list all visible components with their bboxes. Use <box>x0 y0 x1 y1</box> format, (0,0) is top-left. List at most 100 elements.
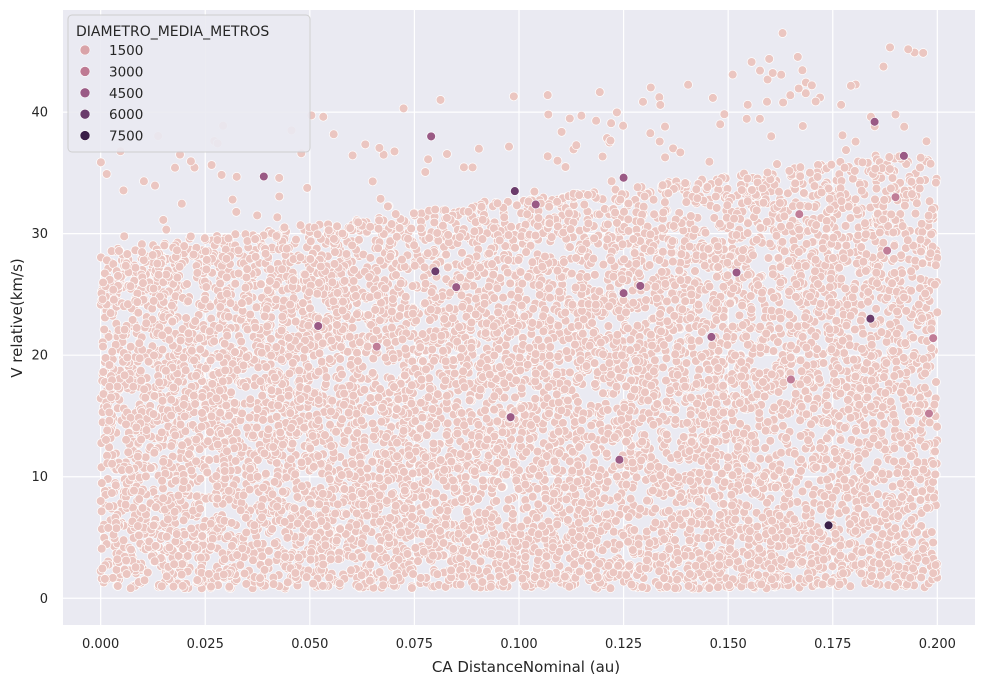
data-point <box>931 377 941 387</box>
data-point <box>726 408 737 418</box>
data-point <box>242 422 252 433</box>
data-point <box>765 238 775 249</box>
data-point <box>652 293 662 304</box>
data-point <box>586 420 596 431</box>
data-point <box>900 200 910 211</box>
data-point <box>615 194 626 205</box>
data-point <box>658 246 668 257</box>
data-point <box>860 218 870 228</box>
data-point <box>764 54 774 64</box>
data-point <box>508 509 518 519</box>
data-point <box>871 304 881 314</box>
data-point <box>602 521 612 532</box>
data-point <box>147 303 157 314</box>
data-point <box>352 348 362 358</box>
data-point <box>844 539 855 549</box>
data-point <box>856 568 867 579</box>
data-point <box>598 388 608 398</box>
data-point <box>96 157 106 168</box>
data-point <box>96 506 107 517</box>
data-point <box>224 581 235 592</box>
data-point <box>347 323 358 333</box>
data-point <box>649 209 659 220</box>
data-point <box>119 231 129 242</box>
data-point <box>438 492 449 503</box>
data-point <box>252 210 262 221</box>
data-point <box>760 443 770 453</box>
data-point <box>785 467 795 477</box>
data-point <box>795 355 806 366</box>
data-point <box>646 82 656 93</box>
data-point <box>742 228 753 238</box>
data-point <box>345 332 355 342</box>
data-point <box>612 107 622 118</box>
data-point <box>317 356 327 367</box>
data-point <box>499 212 509 223</box>
data-point <box>755 453 766 464</box>
data-point <box>272 212 283 223</box>
data-point <box>261 468 271 479</box>
data-point <box>690 266 700 276</box>
data-point <box>264 546 274 556</box>
data-point <box>150 180 160 191</box>
data-point <box>503 494 514 505</box>
data-point <box>512 200 522 211</box>
data-point <box>915 152 926 163</box>
data-point <box>430 497 440 508</box>
data-point <box>579 199 590 210</box>
data-point <box>576 425 586 436</box>
data-point <box>700 260 710 271</box>
data-point <box>553 320 564 331</box>
data-point <box>375 464 386 475</box>
data-point <box>755 321 765 332</box>
data-point <box>291 234 301 245</box>
data-point <box>431 488 441 499</box>
data-point <box>365 253 376 263</box>
data-point <box>871 183 882 194</box>
data-point <box>158 483 168 494</box>
data-point <box>881 337 892 347</box>
data-point <box>118 185 129 196</box>
data-point <box>182 279 192 289</box>
data-point <box>227 194 238 205</box>
data-point <box>704 541 715 551</box>
data-point <box>763 253 774 263</box>
data-point <box>271 412 282 422</box>
data-point <box>602 477 613 487</box>
data-point <box>595 87 605 97</box>
data-point <box>906 266 916 276</box>
data-point <box>822 433 832 443</box>
data-point <box>779 211 790 222</box>
data-point <box>778 97 788 108</box>
data-point <box>97 478 107 488</box>
data-point <box>638 201 649 212</box>
data-point <box>694 364 704 375</box>
data-point <box>792 497 803 507</box>
data-point <box>727 69 738 80</box>
data-point <box>662 296 672 307</box>
data-point <box>498 292 508 303</box>
data-point <box>926 343 936 353</box>
data-point <box>868 418 878 428</box>
data-point <box>910 208 921 219</box>
data-point <box>810 96 821 107</box>
data-point <box>859 420 870 430</box>
data-point <box>930 446 940 457</box>
data-point <box>840 221 851 231</box>
data-point <box>645 128 656 138</box>
data-point <box>893 561 904 572</box>
data-point <box>427 344 437 355</box>
data-point <box>231 172 242 182</box>
data-point <box>885 319 895 330</box>
data-point <box>708 93 718 103</box>
data-point <box>529 186 540 197</box>
data-point <box>560 162 571 172</box>
data-point <box>516 383 527 394</box>
data-point <box>916 219 927 229</box>
data-point <box>335 354 345 364</box>
data-point <box>442 149 452 159</box>
data-point <box>797 557 807 567</box>
data-point <box>196 552 206 563</box>
data-point <box>606 118 616 128</box>
